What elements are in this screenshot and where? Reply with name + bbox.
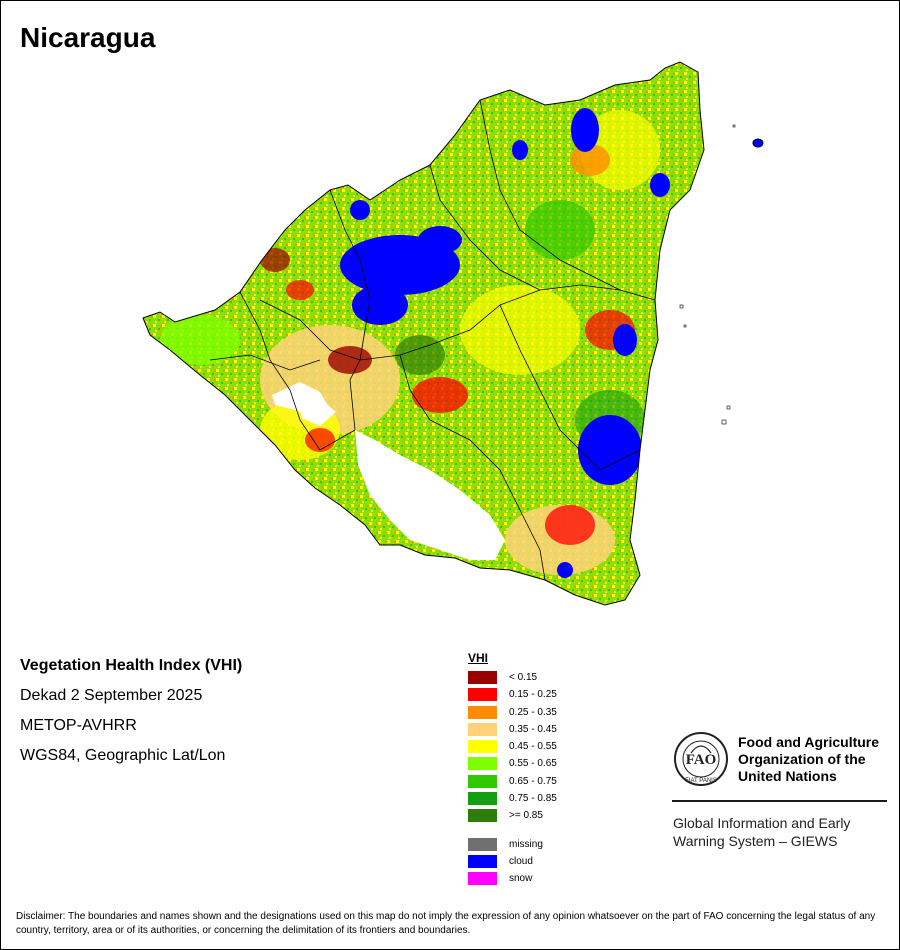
logo-motto: FIAT PANIS [685, 778, 717, 784]
legend-label: missing [509, 838, 543, 850]
system-name-line: Warning System – GIEWS [673, 833, 838, 849]
legend-swatch [468, 705, 497, 719]
map-title: Nicaragua [20, 22, 156, 53]
legend-label: cloud [509, 855, 533, 867]
legend-swatch [468, 757, 497, 771]
legend-swatch [468, 722, 497, 736]
legend-label: 0.25 - 0.35 [509, 706, 557, 718]
fao-logo-icon: FAO FIAT PANIS [674, 732, 728, 786]
legend-item: snow [468, 870, 532, 887]
vhi-map [142, 61, 764, 606]
legend-item: 0.25 - 0.35 [468, 704, 557, 721]
logo-text: FAO [686, 752, 717, 768]
legend-swatch [468, 837, 497, 851]
legend-item: 0.45 - 0.55 [468, 738, 557, 755]
map-info: Vegetation Health Index (VHI) Dekad 2 Se… [20, 656, 242, 776]
legend-item: 0.35 - 0.45 [468, 721, 557, 738]
projection-label: WGS84, Geographic Lat/Lon [20, 747, 226, 764]
org-name-line: United Nations [738, 768, 837, 784]
legend-item: < 0.15 [468, 669, 537, 686]
legend-swatch [468, 854, 497, 868]
legend-swatch [468, 792, 497, 806]
legend-label: 0.55 - 0.65 [509, 758, 557, 770]
islands [679, 124, 764, 425]
legend: VHI < 0.15 0.15 - 0.25 0.25 - 0.35 0.35 - 0… [468, 651, 557, 888]
org-name-line: Food and Agriculture [738, 734, 880, 750]
legend-label: 0.75 - 0.85 [509, 793, 557, 805]
legend-swatch [468, 774, 497, 788]
system-name-line: Global Information and Early [673, 815, 851, 831]
legend-label: 0.45 - 0.55 [509, 741, 557, 753]
legend-swatch [468, 809, 497, 823]
legend-item: 0.15 - 0.25 [468, 686, 557, 703]
org-name-line: Organization of the [738, 751, 866, 767]
legend-extra-classes: missing cloud snow [468, 836, 543, 888]
admin-boundaries [209, 99, 656, 581]
legend-item: 0.55 - 0.65 [468, 755, 557, 772]
legend-title: VHI [468, 651, 489, 665]
system-name: Global Information and Early Warning Sys… [673, 814, 850, 850]
index-name: Vegetation Health Index (VHI) [20, 657, 243, 674]
legend-label: 0.35 - 0.45 [509, 723, 557, 735]
legend-label: snow [509, 873, 533, 885]
legend-classes: < 0.15 0.15 - 0.25 0.25 - 0.35 0.35 - 0.45 0… [468, 669, 557, 825]
legend-item: 0.65 - 0.75 [468, 773, 557, 790]
legend-swatch [468, 671, 497, 684]
legend-item: >= 0.85 [468, 807, 543, 824]
legend-swatch [468, 740, 497, 754]
disclaimer: Disclaimer: The boundaries and names sho… [16, 911, 876, 936]
legend-item: 0.75 - 0.85 [468, 790, 557, 807]
sensor-label: METOP-AVHRR [20, 717, 137, 734]
legend-label: >= 0.85 [509, 810, 543, 822]
legend-item: missing [468, 836, 543, 853]
organization-name: Food and Agriculture Organization of the… [738, 734, 888, 785]
legend-swatch [468, 688, 497, 702]
legend-item: cloud [468, 853, 533, 870]
legend-label: < 0.15 [509, 672, 538, 683]
legend-swatch [468, 872, 497, 886]
period-label: Dekad 2 September 2025 [20, 687, 203, 704]
legend-label: 0.65 - 0.75 [509, 775, 557, 787]
legend-label: 0.15 - 0.25 [509, 689, 557, 701]
divider [672, 800, 887, 802]
